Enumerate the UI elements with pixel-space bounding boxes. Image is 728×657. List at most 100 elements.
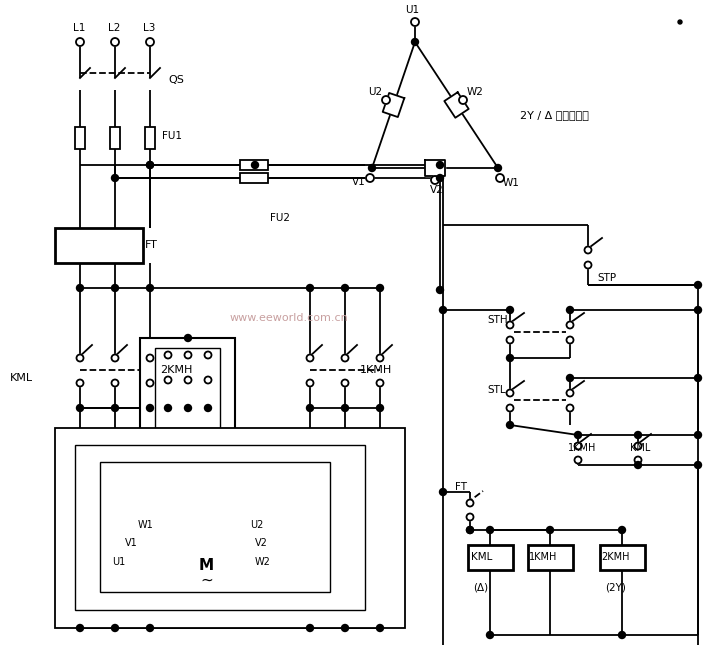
Bar	[75, 127, 85, 149]
Circle shape	[566, 405, 574, 411]
Circle shape	[366, 174, 374, 182]
Text: STL: STL	[487, 385, 506, 395]
Circle shape	[695, 307, 702, 313]
Text: U2: U2	[250, 520, 264, 530]
Circle shape	[76, 38, 84, 46]
Text: www.eeworld.com.cn: www.eeworld.com.cn	[230, 313, 349, 323]
Circle shape	[635, 457, 641, 463]
Circle shape	[494, 164, 502, 171]
Text: FT: FT	[455, 482, 467, 492]
Circle shape	[486, 631, 494, 639]
Circle shape	[146, 625, 154, 631]
Circle shape	[165, 376, 172, 384]
Circle shape	[76, 380, 84, 386]
Circle shape	[368, 164, 376, 171]
Circle shape	[111, 284, 119, 292]
Circle shape	[635, 443, 641, 449]
Text: L3: L3	[143, 23, 155, 33]
Text: V2: V2	[255, 538, 268, 548]
Text: V1: V1	[125, 538, 138, 548]
Circle shape	[440, 489, 446, 495]
Circle shape	[76, 355, 84, 361]
Bar	[155, 348, 220, 428]
Text: U2: U2	[368, 87, 382, 97]
Circle shape	[184, 351, 191, 359]
Circle shape	[184, 334, 191, 342]
Circle shape	[437, 175, 443, 181]
Bar	[240, 160, 268, 170]
Text: (Δ): (Δ)	[473, 583, 488, 593]
Text: W2: W2	[467, 87, 484, 97]
Circle shape	[376, 355, 384, 361]
Text: FT: FT	[145, 240, 158, 250]
Circle shape	[566, 390, 574, 397]
Bar	[240, 173, 268, 183]
Text: V1: V1	[352, 177, 365, 187]
Text: L1: L1	[73, 23, 85, 33]
Circle shape	[574, 443, 582, 449]
Circle shape	[695, 374, 702, 382]
Circle shape	[507, 405, 513, 411]
Circle shape	[440, 307, 446, 313]
Text: W1: W1	[503, 178, 520, 188]
Circle shape	[165, 405, 172, 411]
Circle shape	[574, 457, 582, 463]
Circle shape	[619, 526, 625, 533]
Circle shape	[111, 38, 119, 46]
Circle shape	[635, 461, 641, 468]
Circle shape	[507, 336, 513, 344]
Bar	[55, 228, 143, 263]
Circle shape	[306, 284, 314, 292]
Circle shape	[184, 376, 191, 384]
Text: 2Y / Δ 绕组接线图: 2Y / Δ 绕组接线图	[520, 110, 589, 120]
Bar	[140, 338, 235, 438]
Circle shape	[507, 390, 513, 397]
Circle shape	[146, 355, 154, 361]
Text: 1KMH: 1KMH	[360, 365, 392, 375]
Circle shape	[459, 96, 467, 104]
Circle shape	[146, 380, 154, 386]
Circle shape	[635, 432, 641, 438]
Circle shape	[507, 307, 513, 313]
Text: QS: QS	[168, 75, 184, 85]
Text: 2KMH: 2KMH	[601, 552, 630, 562]
Text: 1KMH: 1KMH	[529, 552, 558, 562]
Circle shape	[205, 351, 212, 359]
Circle shape	[566, 321, 574, 328]
Circle shape	[111, 625, 119, 631]
Bar	[600, 545, 645, 570]
Circle shape	[76, 284, 84, 292]
Circle shape	[467, 526, 473, 533]
Circle shape	[411, 18, 419, 26]
Circle shape	[695, 281, 702, 288]
Text: STP: STP	[597, 273, 616, 283]
Bar	[528, 545, 573, 570]
Circle shape	[205, 376, 212, 384]
Circle shape	[111, 405, 119, 411]
Circle shape	[76, 405, 84, 411]
Circle shape	[306, 380, 314, 386]
Bar	[145, 127, 155, 149]
Circle shape	[146, 162, 154, 168]
Bar	[55, 428, 405, 628]
Circle shape	[146, 284, 154, 292]
Polygon shape	[444, 92, 469, 118]
Circle shape	[341, 284, 349, 292]
Circle shape	[486, 526, 494, 533]
Circle shape	[376, 625, 384, 631]
Text: 2KMH: 2KMH	[160, 365, 192, 375]
Text: (2Y): (2Y)	[605, 583, 626, 593]
Text: W2: W2	[255, 557, 271, 567]
Circle shape	[146, 38, 154, 46]
Circle shape	[437, 162, 443, 168]
Circle shape	[431, 176, 439, 184]
Circle shape	[306, 405, 314, 411]
Text: V2: V2	[430, 185, 444, 195]
Text: FU2: FU2	[270, 213, 290, 223]
Circle shape	[251, 162, 258, 168]
Polygon shape	[425, 160, 445, 176]
Circle shape	[146, 405, 154, 411]
Circle shape	[341, 355, 349, 361]
Text: ~: ~	[200, 572, 213, 587]
Circle shape	[619, 631, 625, 639]
